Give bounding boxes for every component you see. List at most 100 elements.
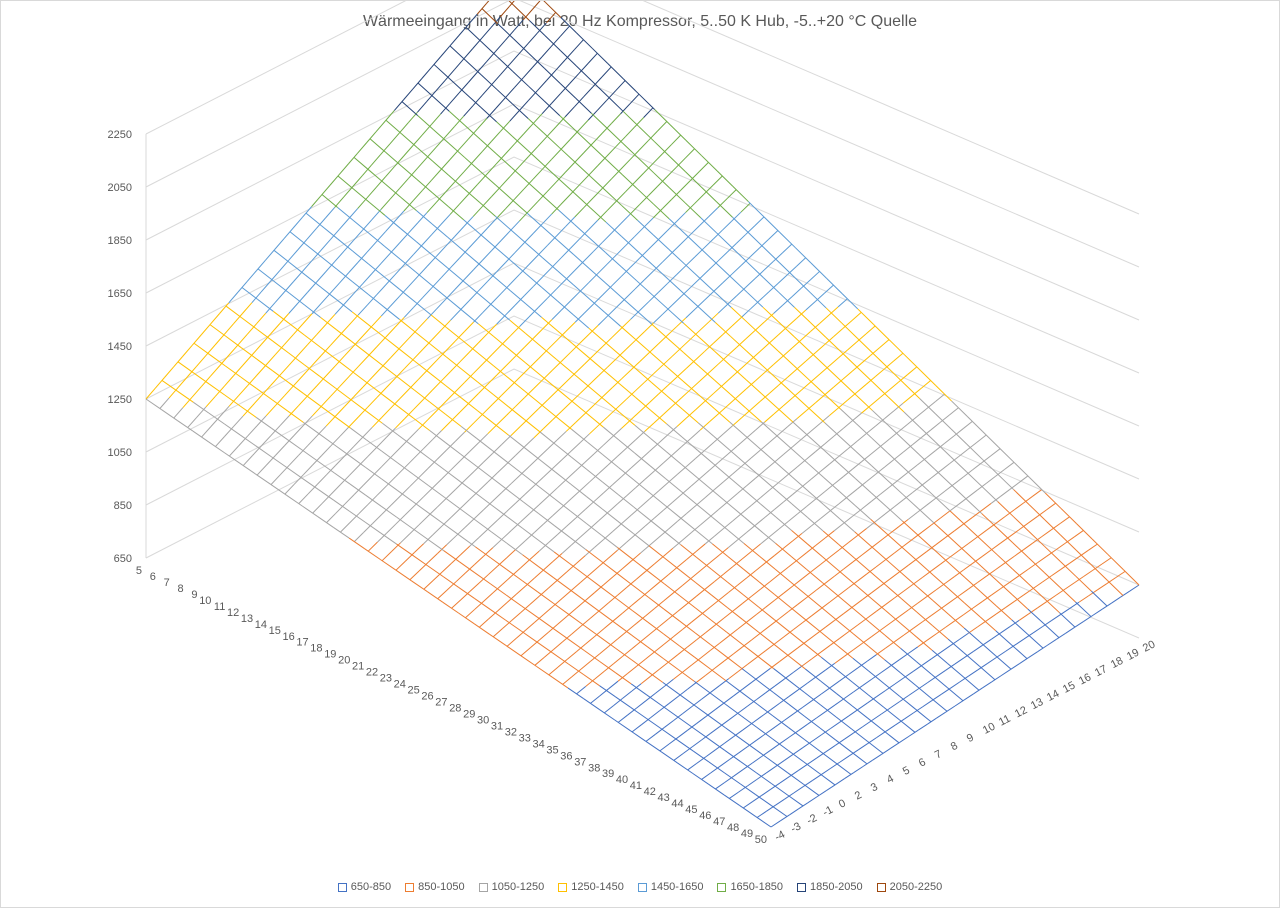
surface-mesh-segment bbox=[815, 626, 826, 635]
surface-mesh-segment bbox=[760, 489, 770, 499]
surface-mesh-segment bbox=[383, 336, 400, 350]
surface-mesh-segment bbox=[251, 395, 262, 407]
surface-mesh-segment bbox=[501, 385, 512, 396]
surface-mesh-segment bbox=[544, 1, 562, 18]
legend-swatch bbox=[558, 882, 568, 892]
surface-mesh-segment bbox=[588, 165, 599, 176]
surface-mesh-segment bbox=[508, 434, 525, 448]
surface-mesh-segment bbox=[247, 375, 258, 387]
surface-mesh-segment bbox=[888, 339, 905, 356]
surface-mesh-segment bbox=[731, 247, 748, 263]
surface-mesh-segment bbox=[723, 794, 741, 807]
surface-mesh-segment bbox=[538, 496, 549, 506]
surface-mesh-segment bbox=[779, 654, 789, 662]
surface-mesh-segment bbox=[552, 597, 563, 607]
surface-mesh-segment bbox=[918, 508, 935, 524]
surface-mesh-segment bbox=[209, 324, 226, 337]
surface-mesh-segment bbox=[709, 413, 719, 423]
surface-mesh-segment bbox=[398, 178, 409, 190]
surface-mesh-segment bbox=[430, 314, 447, 328]
surface-mesh-segment bbox=[746, 569, 757, 579]
surface-mesh-segment bbox=[551, 257, 562, 268]
surface-mesh-segment bbox=[589, 565, 600, 575]
surface-mesh-segment bbox=[995, 562, 1006, 570]
surface-mesh-segment bbox=[847, 391, 858, 401]
surface-mesh-segment bbox=[538, 486, 556, 500]
surface-mesh-segment bbox=[823, 504, 840, 519]
surface-mesh-segment bbox=[501, 483, 512, 493]
surface-mesh-segment bbox=[463, 105, 474, 117]
surface-mesh-segment bbox=[885, 559, 902, 574]
surface-mesh-segment bbox=[349, 483, 366, 496]
surface-mesh-segment bbox=[801, 525, 812, 534]
surface-mesh-segment bbox=[682, 746, 693, 755]
surface-mesh-segment bbox=[161, 409, 178, 421]
surface-mesh-segment bbox=[1041, 575, 1052, 583]
surface-mesh-segment bbox=[641, 717, 651, 726]
surface-mesh-segment bbox=[965, 525, 982, 541]
surface-mesh-segment bbox=[912, 577, 923, 585]
surface-mesh-segment bbox=[1036, 509, 1047, 517]
surface-mesh-segment bbox=[811, 608, 822, 617]
surface-mesh-segment bbox=[874, 368, 885, 378]
surface-mesh-segment bbox=[822, 582, 839, 597]
surface-mesh-segment bbox=[733, 769, 744, 777]
surface-mesh-segment bbox=[945, 705, 956, 713]
surface-mesh-segment bbox=[473, 623, 491, 635]
surface-mesh-segment bbox=[714, 379, 731, 395]
legend-item: 850-1050 bbox=[405, 881, 465, 893]
surface-mesh-segment bbox=[948, 613, 965, 629]
surface-mesh-segment bbox=[959, 632, 969, 640]
surface-mesh-segment bbox=[884, 634, 901, 649]
hub-tick-label: 40 bbox=[616, 774, 628, 786]
surface-mesh-segment bbox=[950, 428, 968, 445]
surface-mesh-segment bbox=[442, 601, 459, 614]
surface-mesh-segment bbox=[404, 457, 415, 468]
surface-mesh-segment bbox=[953, 428, 964, 437]
surface-mesh-segment bbox=[708, 363, 719, 373]
surface-mesh-segment bbox=[772, 715, 789, 728]
surface-mesh-segment bbox=[760, 625, 771, 634]
surface-mesh-segment bbox=[524, 362, 542, 376]
surface-mesh-segment bbox=[366, 241, 377, 253]
surface-mesh-segment bbox=[399, 337, 410, 349]
surface-mesh-segment bbox=[886, 479, 904, 495]
surface-mesh-segment bbox=[630, 361, 641, 371]
surface-mesh-segment bbox=[696, 716, 707, 724]
surface-mesh-segment bbox=[428, 485, 445, 498]
surface-mesh-segment bbox=[464, 321, 474, 332]
legend-label: 1850-2050 bbox=[810, 881, 863, 893]
surface-mesh-segment bbox=[820, 556, 831, 565]
surface-mesh-segment bbox=[835, 778, 845, 786]
surface-mesh-segment bbox=[496, 365, 507, 376]
surface-mesh-segment bbox=[477, 333, 488, 344]
surface-mesh-segment bbox=[302, 206, 312, 218]
surface-mesh-segment bbox=[711, 569, 728, 583]
surface-mesh-segment bbox=[883, 730, 900, 744]
surface-mesh-segment bbox=[708, 260, 719, 271]
surface-mesh-segment bbox=[450, 460, 461, 471]
surface-mesh-segment bbox=[228, 291, 239, 304]
surface-mesh-segment bbox=[756, 703, 774, 717]
surface-mesh-segment bbox=[247, 323, 257, 335]
surface-mesh-segment bbox=[676, 368, 687, 378]
surface-mesh-segment bbox=[482, 404, 493, 415]
surface-mesh-segment bbox=[792, 421, 809, 437]
surface-mesh-segment bbox=[1018, 568, 1029, 577]
surface-mesh-segment bbox=[755, 772, 773, 785]
surface-mesh-segment bbox=[979, 616, 997, 632]
surface-mesh-segment bbox=[386, 476, 396, 487]
surface-mesh-segment bbox=[862, 760, 873, 767]
surface-mesh-segment bbox=[602, 178, 612, 189]
surface-mesh-segment bbox=[574, 193, 591, 209]
surface-mesh-segment bbox=[519, 417, 530, 428]
surface-mesh-segment bbox=[634, 226, 645, 237]
surface-mesh-segment bbox=[833, 476, 844, 485]
surface-mesh-segment bbox=[529, 550, 540, 560]
legend-swatch bbox=[717, 882, 727, 892]
surface-mesh-segment bbox=[537, 245, 548, 256]
surface-mesh-segment bbox=[1028, 557, 1045, 573]
surface-mesh-segment bbox=[196, 355, 207, 367]
surface-mesh-segment bbox=[449, 92, 460, 104]
surface-mesh-segment bbox=[723, 610, 734, 619]
